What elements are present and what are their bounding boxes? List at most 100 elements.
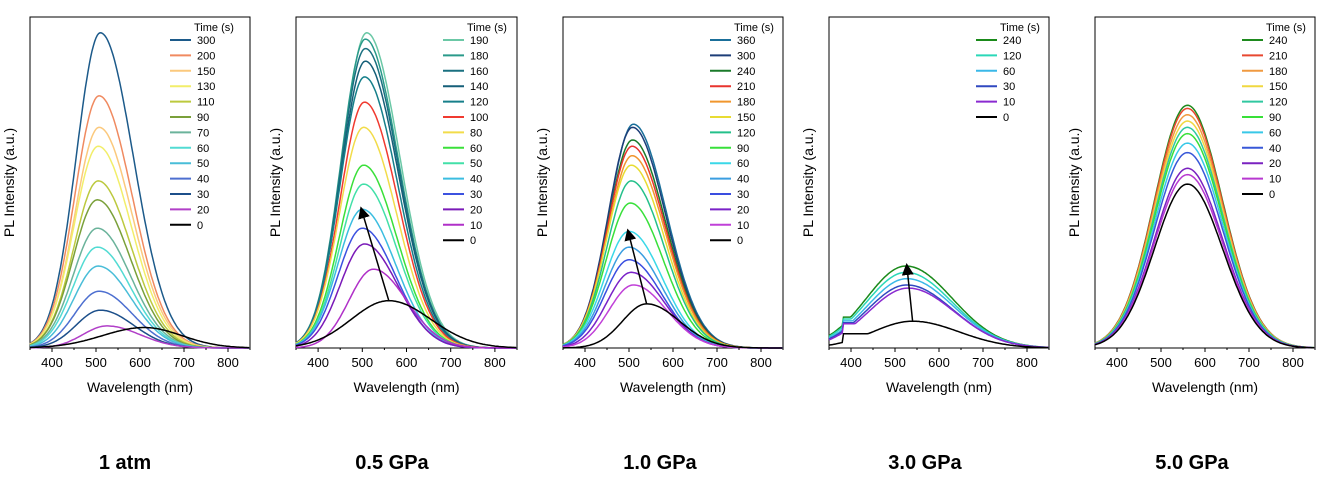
series-line-10	[1094, 173, 1315, 349]
x-tick-label: 500	[618, 355, 640, 370]
time-arrow	[901, 263, 914, 322]
legend-entry: 110	[197, 97, 215, 109]
legend-title: Time (s)	[467, 22, 507, 34]
legend: Time (s)240 120 60 30 10 0	[976, 22, 1040, 124]
legend-entry: 0	[470, 235, 476, 247]
legend: Time (s)360 300 240 210 180 150 120 90 60 40 30 20 1…	[710, 22, 774, 247]
legend-entry: 20	[470, 204, 482, 216]
legend-entry: 150	[1269, 81, 1287, 93]
legend-entry: 130	[197, 81, 215, 93]
series-line-0	[828, 320, 1049, 349]
legend-title: Time (s)	[1266, 22, 1306, 34]
legend-entry: 60	[1269, 127, 1281, 139]
y-axis-label: PL Intensity (a.u.)	[1066, 128, 1082, 237]
caption-3-0gpa: 3.0 GPa	[888, 452, 962, 474]
y-axis-label: PL Intensity (a.u.)	[267, 128, 283, 237]
legend-entry: 120	[470, 97, 488, 109]
series-line-150	[29, 126, 250, 349]
legend-entry: 240	[1003, 35, 1021, 47]
legend-entry: 100	[470, 112, 488, 124]
legend-entry: 180	[1269, 66, 1287, 78]
caption-1atm: 1 atm	[98, 452, 152, 474]
legend-entry: 10	[1269, 174, 1281, 186]
legend-entry: 20	[737, 204, 749, 216]
series-line-0	[1094, 183, 1315, 349]
y-axis-label: PL Intensity (a.u.)	[534, 128, 550, 237]
legend-entry: 180	[737, 97, 755, 109]
x-tick-label: 400	[307, 355, 329, 370]
caption-5-0gpa: 5.0 GPa	[1155, 452, 1229, 474]
plot-frame	[29, 16, 251, 349]
legend-entry: 200	[197, 50, 215, 62]
series-line-0	[295, 299, 517, 349]
legend-entry: 90	[197, 112, 209, 124]
legend-title: Time (s)	[194, 22, 234, 34]
x-tick-label: 800	[1282, 355, 1304, 370]
x-tick-label: 400	[41, 355, 63, 370]
legend-entry: 40	[1269, 143, 1281, 155]
x-tick-label: 600	[129, 355, 151, 370]
x-tick-label: 500	[884, 355, 906, 370]
x-tick-label: 800	[484, 355, 506, 370]
legend-entry: 90	[1269, 112, 1281, 124]
legend-entry: 20	[197, 204, 209, 216]
x-tick-label: 400	[1106, 355, 1128, 370]
series-line-300	[29, 32, 250, 349]
legend-entry: 0	[197, 220, 203, 232]
legend-entry: 40	[470, 174, 482, 186]
legend-title: Time (s)	[734, 22, 774, 34]
legend-entry: 20	[1269, 158, 1281, 170]
legend-entry: 180	[470, 50, 488, 62]
legend-entry: 120	[1269, 97, 1287, 109]
x-axis-label: Wavelength (nm)	[620, 379, 726, 395]
series-line-130	[29, 145, 250, 349]
x-tick-label: 700	[440, 355, 462, 370]
x-axis-label: Wavelength (nm)	[886, 379, 992, 395]
x-tick-label: 600	[928, 355, 950, 370]
legend-entry: 240	[737, 66, 755, 78]
legend-entry: 140	[470, 81, 488, 93]
legend-entry: 300	[737, 50, 755, 62]
legend-entry: 60	[197, 143, 209, 155]
series-line-10	[828, 287, 1049, 349]
x-tick-label: 800	[217, 355, 239, 370]
x-tick-label: 500	[1150, 355, 1172, 370]
legend-entry: 50	[197, 158, 209, 170]
x-tick-label: 700	[1238, 355, 1260, 370]
legend-entry: 30	[737, 189, 749, 201]
legend: Time (s)19018016014012010080605040302010…	[443, 22, 507, 247]
legend-title: Time (s)	[1000, 22, 1040, 34]
series-line-0	[563, 303, 783, 349]
x-tick-label: 600	[662, 355, 684, 370]
legend-entry: 0	[1269, 189, 1275, 201]
legend-entry: 60	[1003, 66, 1015, 78]
legend-entry: 10	[1003, 97, 1015, 109]
x-tick-label: 400	[840, 355, 862, 370]
legend-entry: 80	[470, 127, 482, 139]
legend-entry: 160	[470, 66, 488, 78]
series-line-10	[295, 268, 517, 349]
legend-entry: 150	[737, 112, 755, 124]
legend: Time (s)240 210 180 150 120 90 60 40 20 10 0	[1242, 22, 1306, 201]
time-arrow	[624, 228, 648, 305]
x-axis-label: Wavelength (nm)	[353, 379, 459, 395]
x-tick-label: 500	[85, 355, 107, 370]
legend-entry: 40	[737, 174, 749, 186]
x-tick-label: 800	[1016, 355, 1038, 370]
legend-entry: 50	[470, 158, 482, 170]
legend-entry: 40	[197, 174, 209, 186]
time-arrow	[358, 206, 390, 301]
legend-entry: 190	[470, 35, 488, 47]
legend-entry: 30	[1003, 81, 1015, 93]
legend-entry: 120	[737, 127, 755, 139]
x-tick-label: 600	[396, 355, 418, 370]
legend-entry: 30	[197, 189, 209, 201]
legend-entry: 70	[197, 127, 209, 139]
legend-entry: 10	[470, 220, 482, 232]
x-tick-label: 700	[706, 355, 728, 370]
x-axis-label: Wavelength (nm)	[1152, 379, 1258, 395]
legend-entry: 0	[1003, 112, 1009, 124]
